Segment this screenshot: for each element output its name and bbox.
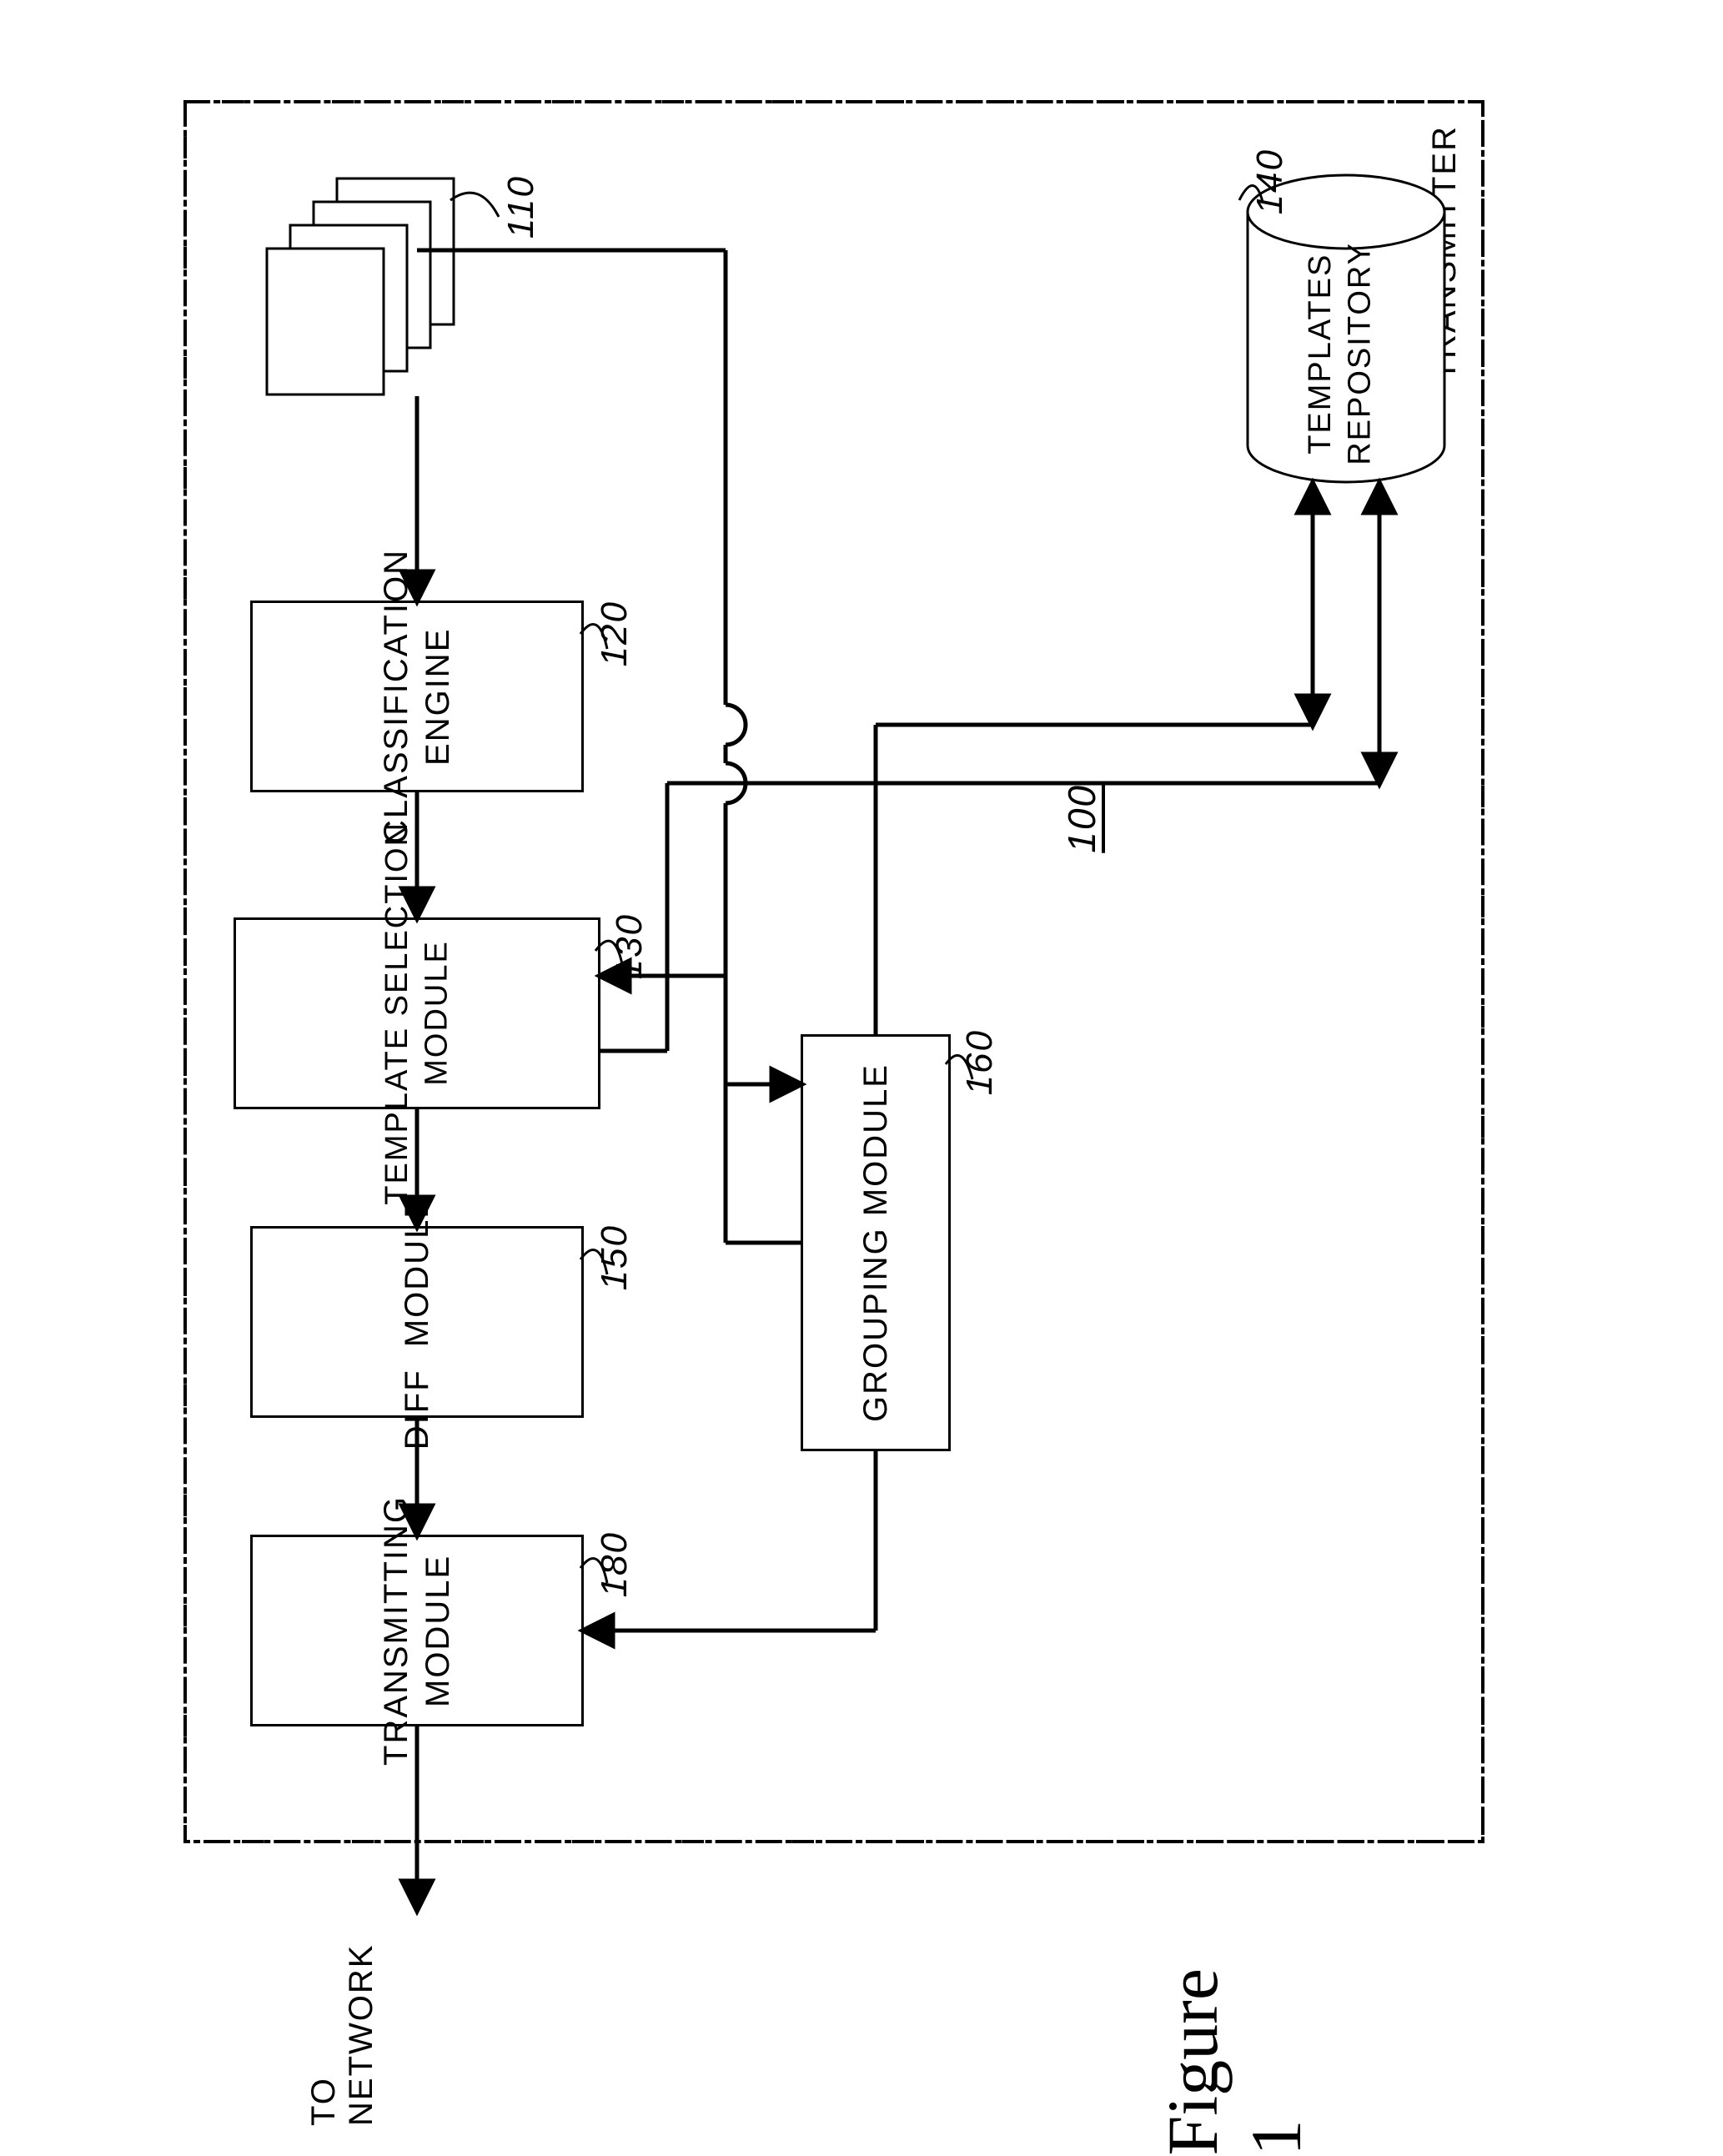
to-network-label: TO NETWORK (305, 1908, 380, 2126)
connectors (0, 0, 1723, 2126)
figure-caption: Figure 1 (1151, 1968, 1318, 2156)
